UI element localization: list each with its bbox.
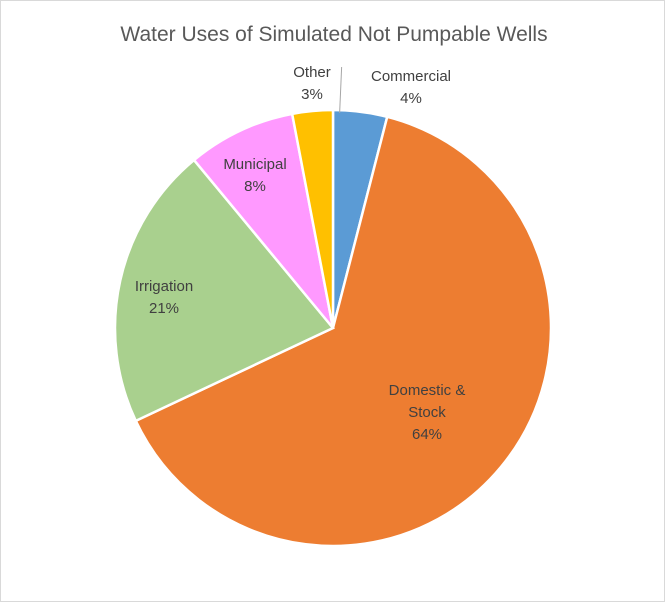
- slice-label-name-2-0: Irrigation: [135, 278, 193, 295]
- pie-slice-other: [290, 108, 335, 329]
- pie-slice-domestic: [134, 115, 553, 548]
- slice-label-value-2-1: 21%: [149, 300, 179, 317]
- slice-label-name-4-0: Other: [293, 64, 331, 81]
- slice-label-name-3-0: Municipal: [223, 156, 286, 173]
- slice-label-value-1-2: 64%: [412, 426, 442, 443]
- pie-slice-irrigation: [113, 158, 335, 423]
- slice-labels: Commercial 4% Domestic & Stock 64% Irrigation…: [135, 64, 466, 443]
- slice-label-name-0-0: Commercial: [371, 68, 451, 85]
- slice-label-value-0-1: 4%: [400, 90, 422, 107]
- chart-title: Water Uses of Simulated Not Pumpable Wel…: [120, 23, 547, 46]
- pie-slices: [113, 108, 553, 548]
- slice-label-value-3-1: 8%: [244, 178, 266, 195]
- leader-line-commercial: [339, 66, 343, 114]
- slice-label-name-1-1: Stock: [408, 404, 446, 421]
- slice-label-value-4-1: 3%: [301, 86, 323, 103]
- slice-label-name-1-0: Domestic &: [389, 382, 466, 399]
- leader-lines: [339, 66, 343, 114]
- pie-slice-municipal: [192, 112, 335, 329]
